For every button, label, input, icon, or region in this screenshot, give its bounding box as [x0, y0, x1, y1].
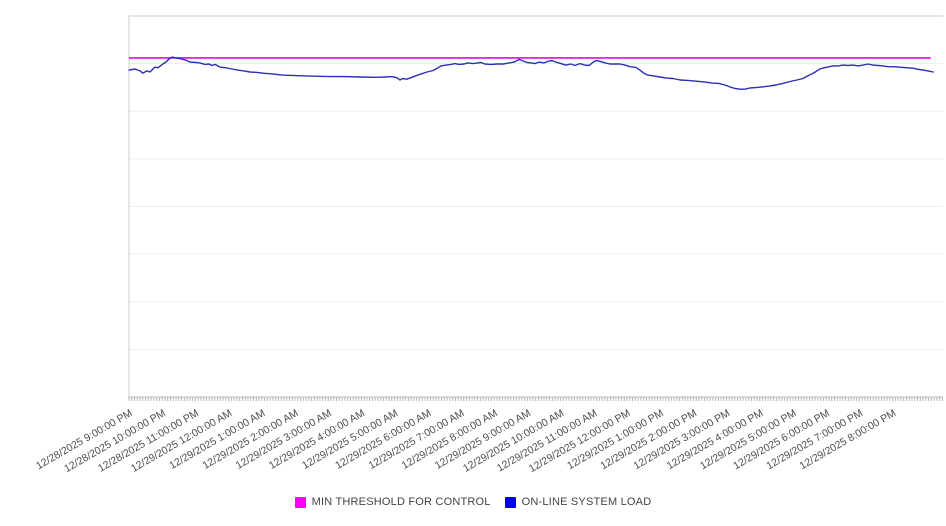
legend-label-min-threshold: MIN THRESHOLD FOR CONTROL — [311, 496, 491, 508]
legend-label-online-system-load: ON-LINE SYSTEM LOAD — [521, 496, 652, 508]
legend-swatch-min-threshold-icon — [294, 496, 306, 508]
legend-item-online-system-load[interactable]: ON-LINE SYSTEM LOAD — [504, 496, 652, 508]
x-axis-ticks — [128, 397, 943, 401]
system-load-series — [128, 56, 934, 90]
legend: MIN THRESHOLD FOR CONTROL ON-LINE SYSTEM… — [0, 496, 946, 508]
grid-lines — [129, 63, 943, 350]
legend-swatch-online-system-load-icon — [504, 496, 516, 508]
legend-item-min-threshold[interactable]: MIN THRESHOLD FOR CONTROL — [294, 496, 491, 508]
